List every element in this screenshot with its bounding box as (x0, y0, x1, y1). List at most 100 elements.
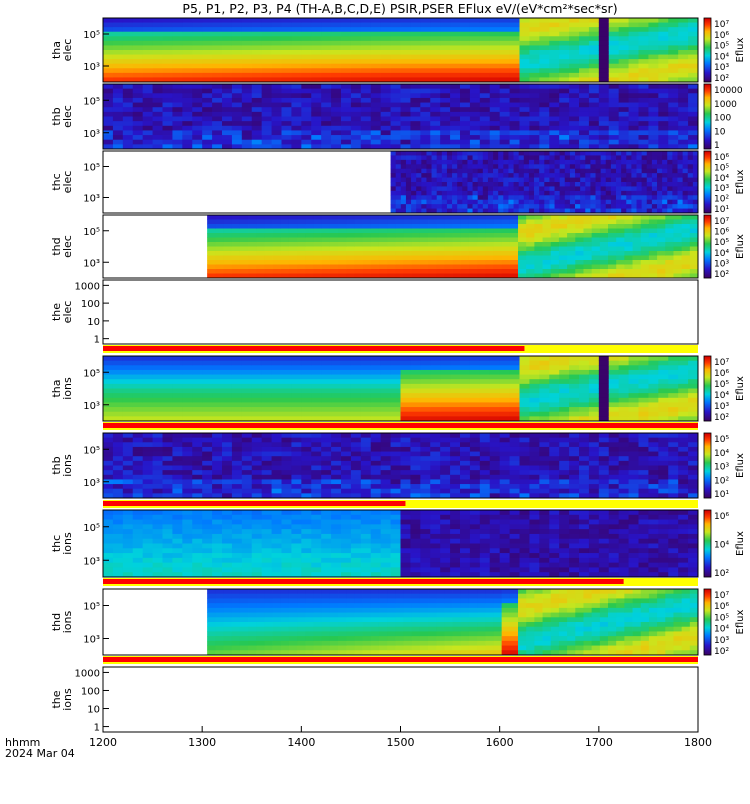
panel-thc-elec-cell (391, 155, 397, 160)
panel-thb-ions-cell (182, 452, 192, 457)
panel-tha-elec-cell (391, 50, 401, 55)
panel-tha-elec-cell (460, 27, 470, 32)
panel-thd-elec-cell (575, 215, 584, 220)
panel-thb-elec-cell (391, 121, 401, 126)
panel-thc-elec-cell (652, 173, 658, 178)
panel-thc-elec-cell (667, 169, 673, 174)
panel-thb-ions-cell (133, 447, 143, 452)
panel-thd-elec-cell (690, 233, 699, 238)
panel-thc-elec-cell (498, 155, 504, 160)
panel-thb-ions-cell (341, 438, 351, 443)
panel-tha-elec-cell (172, 41, 182, 46)
panel-thc-elec-cell (672, 155, 678, 160)
panel-tha-elec-cell (460, 41, 470, 46)
panel-tha-elec-cell (579, 45, 589, 50)
panel-thb-ions-cell (172, 447, 182, 452)
panel-thb-elec-cell (361, 126, 371, 131)
panel-thb-ions-cell (153, 447, 163, 452)
panel-thb-elec-cell (291, 117, 301, 122)
panel-thc-elec-cell (642, 186, 648, 191)
panel-tha-ions-cell (658, 370, 668, 375)
panel-thb-elec-cell (361, 93, 371, 98)
panel-thb-ions-cell (172, 484, 182, 489)
panel-thd-elec-cell (559, 215, 568, 220)
panel-thb-elec-cell (589, 107, 599, 112)
panel-thb-ions-cell (143, 456, 153, 461)
panel-tha-elec-cell (371, 32, 381, 37)
panel-thb-ions-cell (272, 433, 282, 438)
panel-thc-elec-cell (488, 178, 494, 183)
panel-thb-elec-cell (559, 98, 569, 103)
panel-thc-elec-cell (508, 173, 514, 178)
panel-tha-ions-cell (371, 375, 381, 380)
panel-tha-elec-cell (450, 73, 460, 78)
panel-thd-elec-cell (428, 251, 437, 256)
panel-tha-elec-cell (202, 18, 212, 23)
panel-thd-elec-cell (395, 215, 404, 220)
panel-tha-ions-cell (182, 402, 192, 407)
panel-tha-elec-cell (401, 27, 411, 32)
panel-thd-elec-cell (273, 229, 282, 234)
panel-thd-elec-cell (534, 233, 543, 238)
panel-tha-elec-cell (430, 23, 440, 28)
panel-thc-elec-cell (488, 195, 494, 200)
panel-tha-elec-cell (301, 45, 311, 50)
panel-thd-elec-cell (543, 256, 552, 261)
panel-tha-ions-cell (143, 398, 153, 403)
panel-tha-elec-cell (123, 23, 133, 28)
panel-thd-elec-cell (673, 251, 682, 256)
panel-tha-ions-cell (490, 379, 500, 384)
panel-thb-ions-cell (331, 447, 341, 452)
panel-thc-elec-cell (401, 173, 407, 178)
panel-thb-ions-cell (311, 452, 321, 457)
panel-thd-elec-cell (403, 215, 412, 220)
panel-tha-elec-cell (391, 73, 401, 78)
panel-thc-elec-cell (473, 178, 479, 183)
panel-thd-elec-cell (600, 224, 609, 229)
panel-thd-elec-cell (453, 251, 462, 256)
panel-thc-elec-cell (437, 164, 443, 169)
panel-tha-elec-cell (282, 50, 292, 55)
panel-thd-elec-cell (567, 233, 576, 238)
panel-thb-elec-cell (569, 107, 579, 112)
panel-thb-elec-cell (460, 107, 470, 112)
panel-tha-elec-cell (609, 45, 619, 50)
panel-tha-elec-cell (539, 55, 549, 60)
panel-thc-elec-cell (452, 151, 458, 156)
panel-tha-ions-cell (609, 398, 619, 403)
panel-thb-elec-cell (500, 130, 510, 135)
panel-thb-elec-cell (589, 98, 599, 103)
panel-tha-ions-cell (212, 370, 222, 375)
panel-thd-elec-cell (297, 238, 306, 243)
panel-thb-ions-cell (163, 484, 173, 489)
panel-tha-ions-cell (301, 361, 311, 366)
panel-thb-ions-cell (113, 475, 123, 480)
panel-thb-elec-cell (460, 103, 470, 108)
panel-thb-ions-cell (113, 466, 123, 471)
panel-thb-elec-cell (301, 126, 311, 131)
panel-thb-ions-cell (282, 433, 292, 438)
panel-thd-elec-cell (567, 242, 576, 247)
panel-thc-elec-cell (457, 173, 463, 178)
panel-thc-elec-cell (411, 191, 417, 196)
panel-thc-elec-cell (539, 200, 545, 205)
panel-thc-elec-colorbar-tick: 10⁴ (714, 174, 729, 184)
panel-tha-ions-cell (371, 370, 381, 375)
panel-thb-elec-cell (470, 117, 480, 122)
panel-thb-elec-cell (529, 93, 539, 98)
panel-thb-elec-cell (153, 103, 163, 108)
panel-tha-elec-cell (222, 55, 232, 60)
panel-thc-elec-cell (519, 173, 525, 178)
panel-tha-ions-cell (153, 398, 163, 403)
panel-tha-ions-cell (609, 389, 619, 394)
panel-tha-elec-cell (510, 41, 520, 46)
panel-thd-elec-cell (567, 215, 576, 220)
panel-tha-ions-cell (232, 402, 242, 407)
panel-thb-ions-cell (272, 438, 282, 443)
panel-tha-elec-cell (242, 23, 252, 28)
panel-tha-ions-cell (192, 361, 202, 366)
panel-thd-elec-cell (534, 242, 543, 247)
panel-thc-elec-cell (493, 178, 499, 183)
panel-thd-elec-cell (387, 220, 396, 225)
panel-tha-elec-cell (361, 55, 371, 60)
